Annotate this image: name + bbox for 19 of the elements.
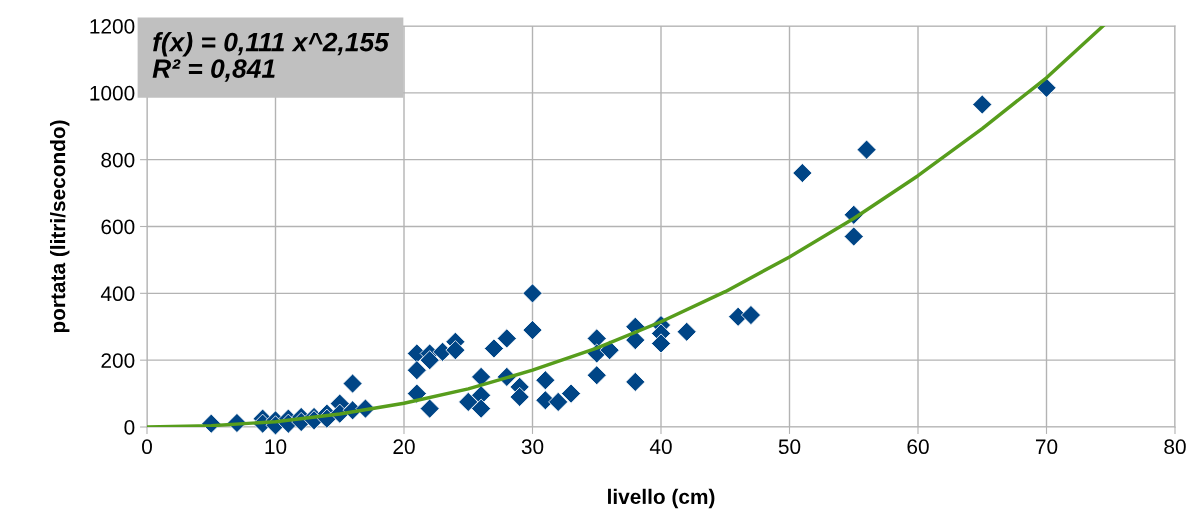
annotation: f(x) = 0,111 x^2,155 R² = 0,841 bbox=[152, 32, 390, 82]
x-tick-label: 80 bbox=[1164, 439, 1186, 455]
y-tick-label: 1200 bbox=[90, 19, 135, 34]
y-tick-label: 600 bbox=[101, 219, 135, 235]
x-tick-label: 0 bbox=[142, 439, 152, 455]
y-tick-label: 800 bbox=[101, 152, 135, 168]
x-tick-label: 30 bbox=[521, 439, 544, 455]
x-tick-label: 40 bbox=[649, 439, 672, 455]
x-tick-label: 50 bbox=[778, 439, 801, 455]
y-tick-label: 1000 bbox=[90, 85, 135, 101]
x-tick-label: 70 bbox=[1035, 439, 1058, 455]
y-axis-title: portata (litri/secondo) bbox=[49, 120, 70, 333]
x-tick-label: 60 bbox=[907, 439, 929, 455]
x-axis-title: livello (cm) bbox=[608, 488, 715, 509]
x-tick-label: 20 bbox=[393, 439, 415, 455]
y-tick-label: 200 bbox=[101, 353, 135, 368]
y-tick-label: 400 bbox=[100, 286, 135, 302]
y-tick-label: 0 bbox=[124, 420, 135, 435]
x-tick-label: 10 bbox=[265, 439, 287, 455]
